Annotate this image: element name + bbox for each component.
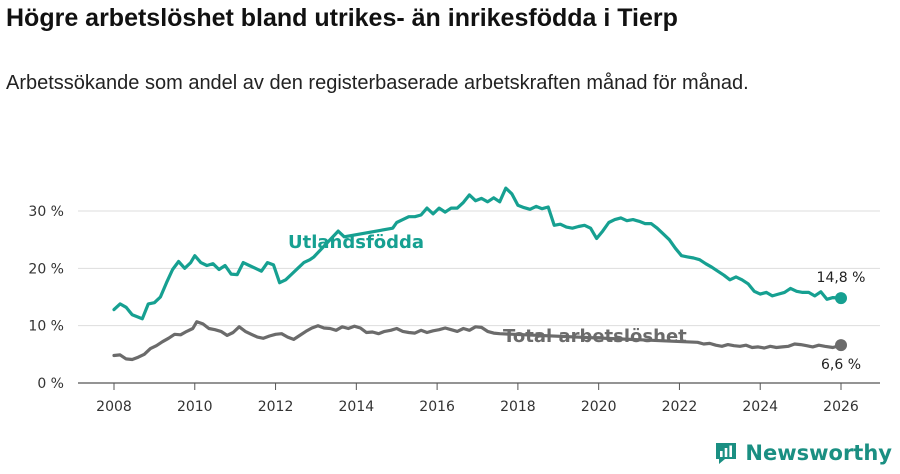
series-line-total-arbetsl-shet [112,320,843,362]
y-axis: 0 % 10 % 20 % 30 % [28,204,64,392]
series-end-point-utlandsf-dda [835,292,847,305]
series-label-utlandsfodda: Utlandsfödda [288,232,424,253]
x-tick-label: 2024 [742,399,778,415]
x-tick-label: 2008 [96,399,132,415]
series-label-total: Total arbetslöshet [503,326,687,347]
x-tick-label: 2022 [662,399,698,415]
y-tick-label: 10 % [28,319,64,335]
x-axis: 2008 2010 2012 2014 2016 2018 2020 2022 2024 2026 [96,383,859,415]
end-value-label-utlandsfodda: 14,8 % [817,270,866,286]
label-layer: Utlandsfödda Total arbetslöshet 14,8 % 6,6 … [288,232,865,373]
newsworthy-brand[interactable]: Newsworthy [713,440,892,466]
brand-name: Newsworthy [745,441,892,465]
x-tick-label: 2012 [258,399,294,415]
series-line-utlandsf-dda [112,186,843,321]
y-tick-label: 20 % [28,261,64,277]
x-tick-label: 2026 [823,399,859,415]
chart-title: Högre arbetslöshet bland utrikes- än inr… [6,4,678,32]
y-tick-label: 30 % [28,204,64,220]
series-end-point-total-arbetsl-shet [835,339,847,352]
x-tick-label: 2018 [500,399,536,415]
x-tick-label: 2016 [419,399,455,415]
x-tick-label: 2014 [339,399,375,415]
x-tick-label: 2010 [177,399,213,415]
newsworthy-logo-icon [716,443,737,464]
chart-subtitle: Arbetssökande som andel av den registerb… [6,72,749,94]
end-value-label-total: 6,6 % [821,357,861,373]
series-layer [112,186,847,362]
x-tick-label: 2020 [581,399,617,415]
grid-layer [78,210,880,384]
y-tick-label: 0 % [37,376,64,392]
